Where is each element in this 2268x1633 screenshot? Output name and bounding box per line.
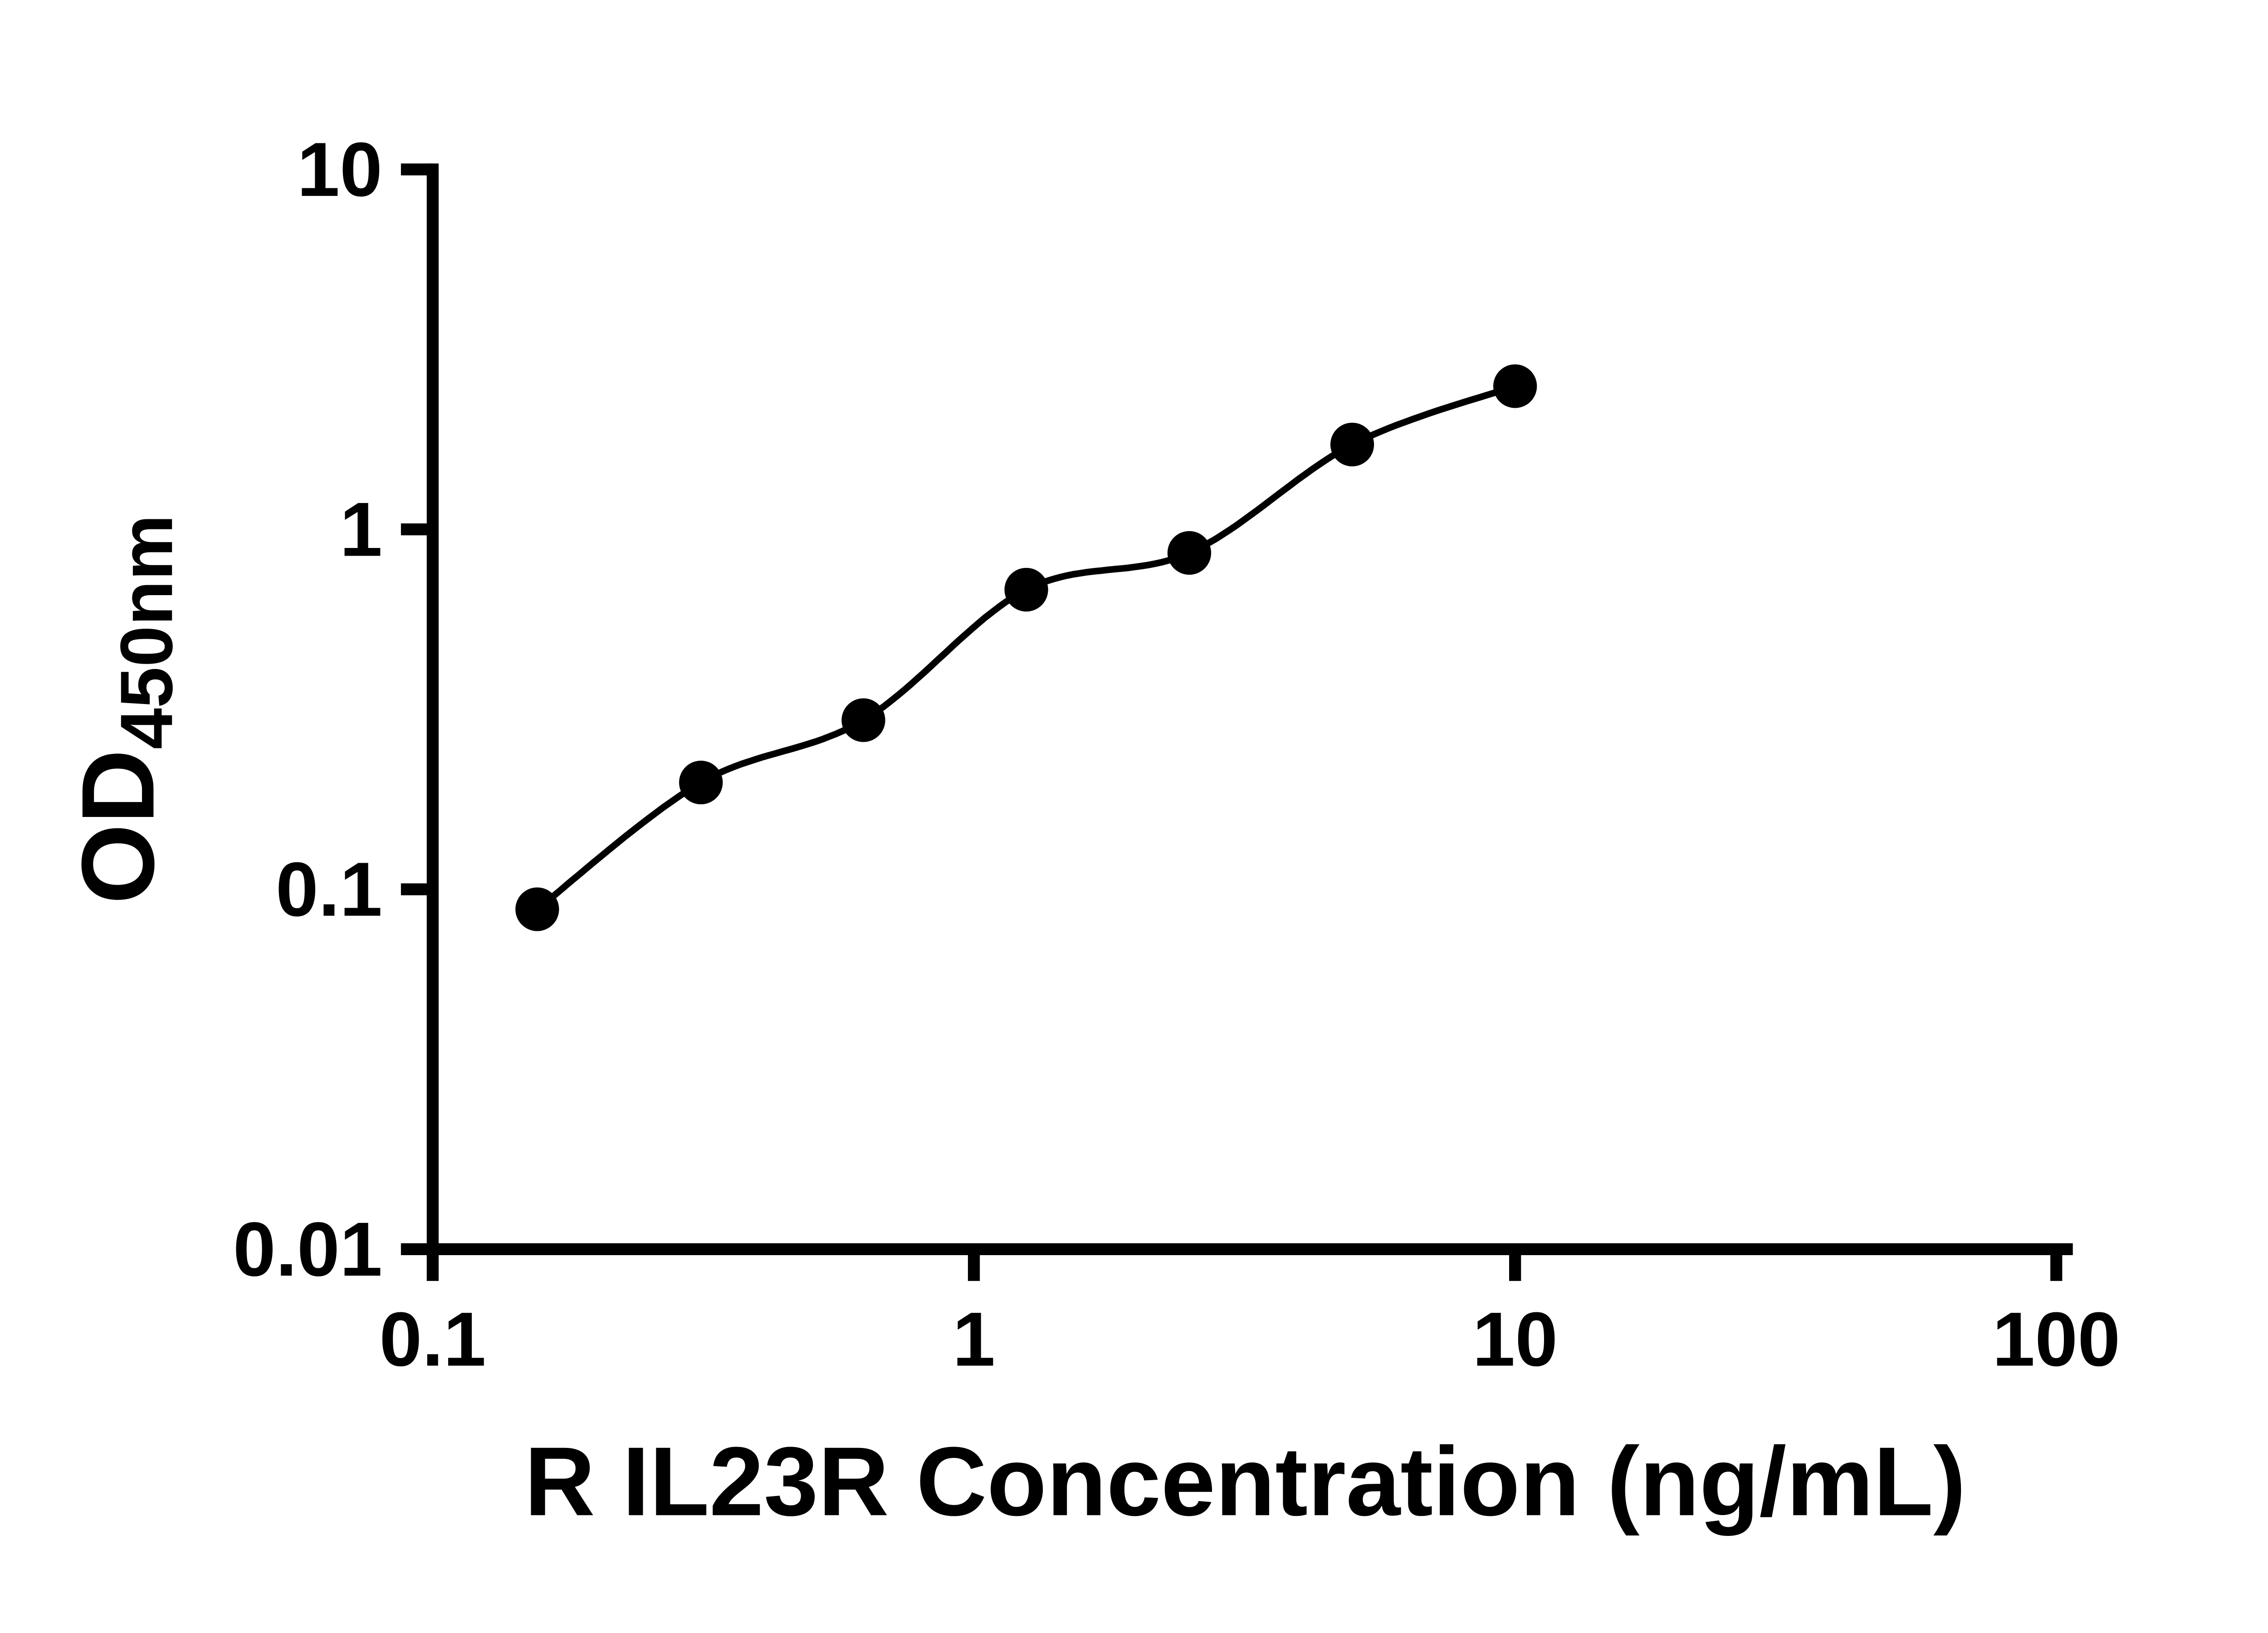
x-tick-label: 1 (953, 1296, 995, 1382)
data-point (1167, 531, 1212, 575)
x-axis-title: R IL23R Concentration (ng/mL) (524, 1427, 1966, 1536)
y-tick-label: 0.1 (276, 846, 382, 932)
x-tick-label: 100 (1992, 1296, 2120, 1382)
axis-spines (426, 163, 2073, 1256)
y-tick-label: 0.01 (233, 1206, 382, 1292)
fit-curve (535, 383, 1516, 912)
data-point (515, 887, 559, 931)
data-point (841, 698, 885, 742)
data-point (1493, 364, 1537, 408)
y-tick-label: 1 (340, 486, 382, 572)
y-axis-title: OD450nm (60, 514, 188, 904)
data-point (679, 760, 723, 805)
y-tick-label: 10 (297, 127, 382, 212)
x-tick-label: 10 (1472, 1296, 1558, 1382)
data-point (1330, 422, 1374, 467)
y-axis-title-main: OD (60, 749, 176, 904)
y-axis-title-sub: 450nm (105, 514, 188, 749)
data-point (1004, 567, 1048, 612)
x-tick-label: 0.1 (379, 1296, 486, 1382)
